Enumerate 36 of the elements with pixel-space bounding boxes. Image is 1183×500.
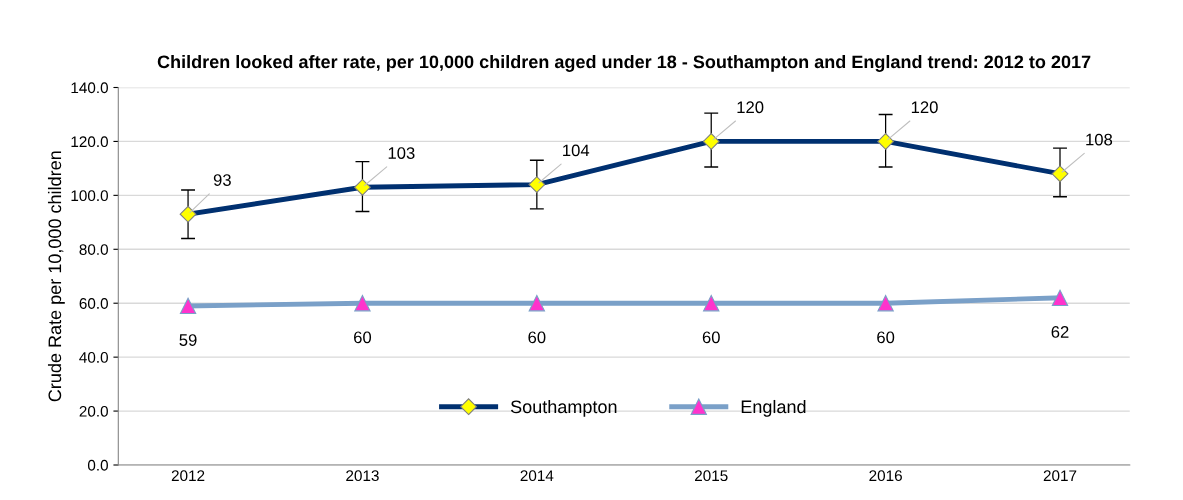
x-tick-label: 2012: [171, 470, 205, 482]
y-tick-label: 80.0: [79, 244, 108, 255]
data-label: 62: [1051, 326, 1069, 338]
data-label: 104: [563, 144, 590, 157]
data-label: 93: [213, 174, 231, 186]
point: [179, 297, 197, 315]
point: [354, 295, 371, 312]
chart-title: Children looked after rate, per 10,000 children aged under 18 - Southampton and England trend: 2012 to 2017: [157, 54, 1091, 72]
y-tick-label: 60.0: [79, 298, 108, 309]
y-tick-label: 40.0: [79, 352, 108, 363]
x-tick-label: 2014: [520, 470, 554, 482]
data-label: 60: [354, 331, 372, 344]
y-tick-label: 140.0: [71, 82, 108, 94]
y-tick-label: 0.0: [87, 459, 108, 471]
data-label: 60: [877, 331, 895, 344]
point: [528, 295, 546, 312]
data-label: 103: [388, 147, 415, 159]
data-label: 120: [911, 101, 938, 114]
legend-label: England: [741, 399, 806, 417]
x-tick-label: 2017: [1043, 470, 1077, 482]
data-label: 59: [179, 334, 197, 346]
point: [703, 295, 720, 312]
point: [877, 295, 894, 312]
x-tick-label: 2016: [869, 470, 902, 482]
y-tick-label: 100.0: [71, 190, 108, 202]
y-tick-label: 20.0: [79, 405, 108, 417]
data-label: 60: [702, 331, 720, 344]
point: [1051, 289, 1069, 307]
data-label: 60: [528, 331, 546, 344]
data-label: 120: [737, 101, 764, 114]
x-tick-label: 2015: [695, 470, 728, 482]
data-label: 108: [1086, 133, 1113, 146]
x-tick-label: 2013: [346, 470, 379, 482]
y-axis-title: Crude Rate per 10,000 children: [47, 151, 65, 402]
legend-label: Southampton: [510, 399, 617, 417]
y-tick-label: 120.0: [71, 136, 108, 148]
